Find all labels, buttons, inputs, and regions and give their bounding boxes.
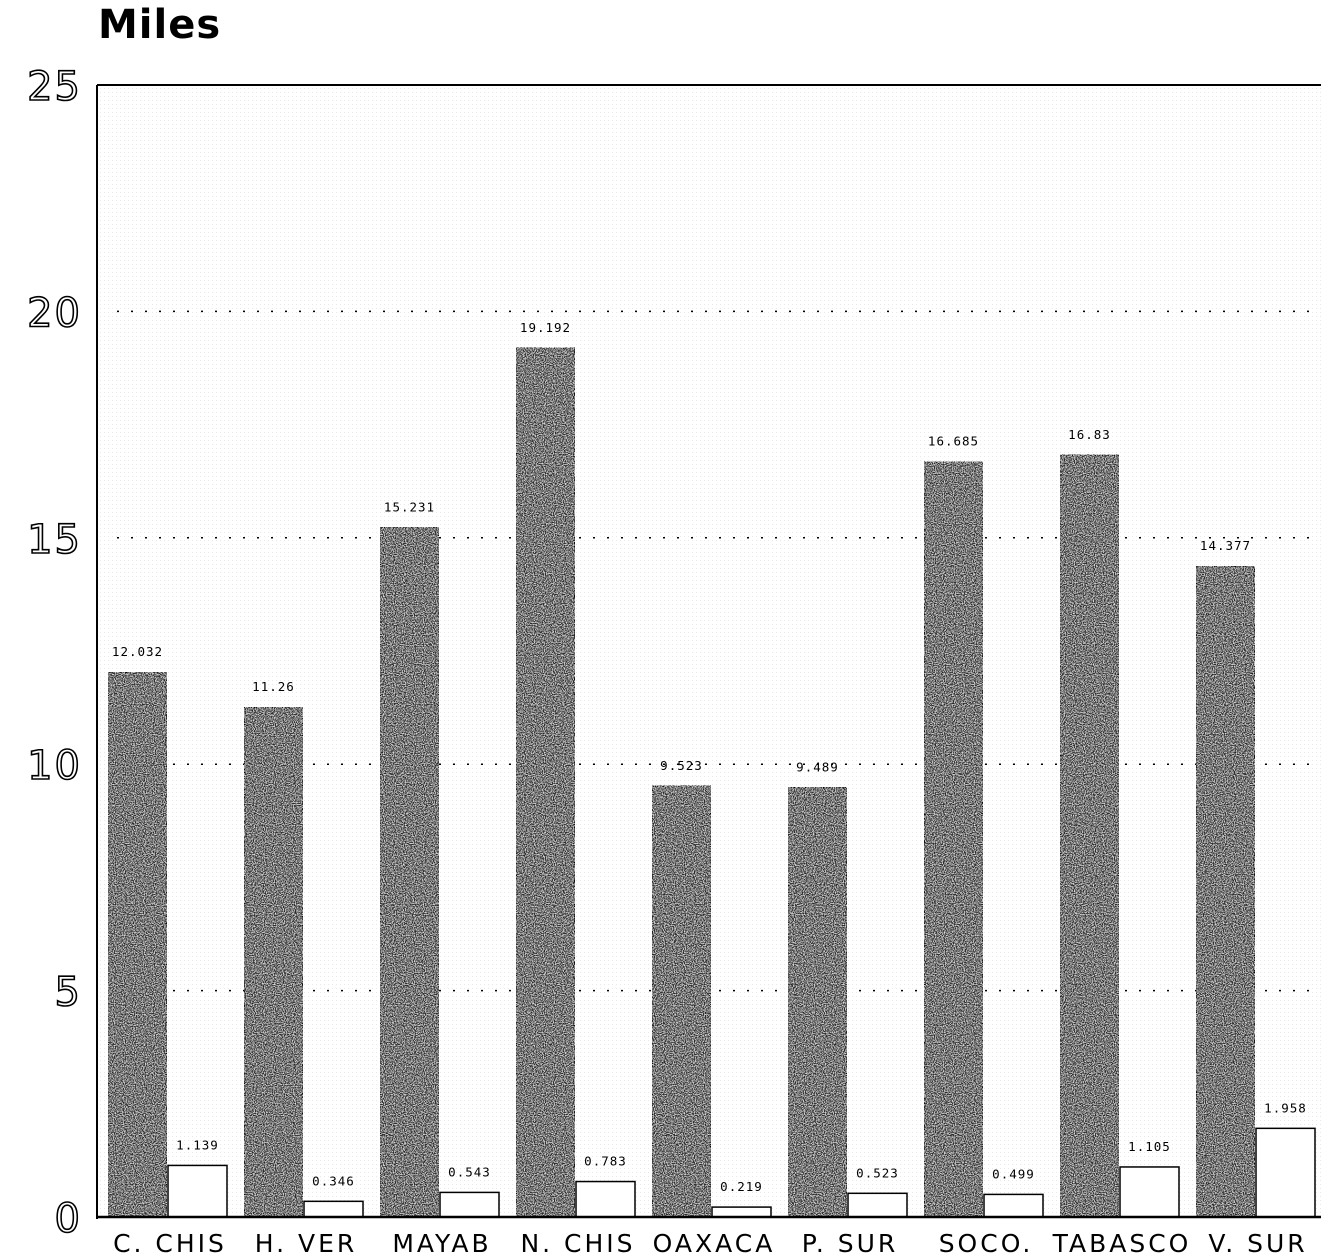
x-tick-label: H. VER [255,1229,358,1258]
x-tick-label: SOCO. [939,1229,1034,1258]
data-label-series-1: 9.489 [796,759,839,774]
bar-series-1 [787,786,848,1218]
bar-series-1 [243,706,304,1218]
bar-series-1 [651,785,712,1218]
x-tick-label: C. CHIS [113,1229,227,1258]
y-tick-label: 15 [27,517,82,563]
y-tick-label: 10 [27,743,82,789]
bar-series-1 [1059,454,1120,1218]
data-label-series-1: 12.032 [112,644,163,659]
x-tick-label: P. SUR [802,1229,899,1258]
y-axis-label: Miles [98,2,221,48]
axes: 0 5 10 15 20 25 C. CHIS H. VER MAYAB N. CHIS OAXAC… [26,63,1321,1258]
data-label-series-2: 0.783 [584,1154,627,1169]
bar-series-1 [379,526,440,1218]
x-tick-label: N. CHIS [520,1229,635,1258]
bar-series-1 [107,671,168,1218]
bar-series-2 [439,1191,500,1218]
bar-series-2 [1255,1127,1316,1218]
data-label-series-2: 0.346 [312,1173,355,1188]
bar-series-2 [575,1180,636,1218]
bar-series-2 [847,1192,908,1218]
bars [107,347,1316,1218]
data-label-series-1: 16.685 [928,434,979,449]
y-tick-label: 5 [55,970,82,1016]
data-label-series-1: 15.231 [384,499,435,514]
bar-series-2 [1119,1166,1180,1218]
x-tick-label: OAXACA [653,1229,776,1258]
data-label-series-2: 1.105 [1128,1139,1171,1154]
data-label-series-2: 1.958 [1264,1100,1307,1115]
bar-series-2 [167,1164,228,1218]
data-label-series-2: 0.523 [856,1165,899,1180]
bar-series-1 [923,460,984,1218]
data-labels: 12.032 1.139 11.26 0.346 15.231 0.543 19.192 0.… [112,320,1307,1194]
bar-series-1 [1195,565,1256,1218]
x-tick-label: MAYAB [392,1229,491,1258]
data-label-series-2: 1.139 [176,1137,219,1152]
data-label-series-2: 0.219 [720,1179,763,1194]
y-tick-label: 20 [27,290,82,336]
x-tick-label: V. SUR [1208,1229,1307,1258]
data-label-series-1: 19.192 [520,320,571,335]
bar-series-2 [983,1193,1044,1218]
data-label-series-1: 9.523 [660,758,703,773]
data-label-series-1: 16.83 [1068,427,1111,442]
data-label-series-1: 11.26 [252,679,295,694]
data-label-series-2: 0.543 [448,1164,491,1179]
bar-series-1 [515,347,576,1218]
data-label-series-2: 0.499 [992,1166,1035,1181]
x-tick-label: TABASCO [1052,1229,1192,1258]
y-tick-label: 0 [55,1196,82,1242]
bar-series-2 [303,1200,364,1218]
y-tick-label: 25 [27,64,82,110]
data-label-series-1: 14.377 [1200,538,1251,553]
bar-series-2 [711,1206,772,1218]
